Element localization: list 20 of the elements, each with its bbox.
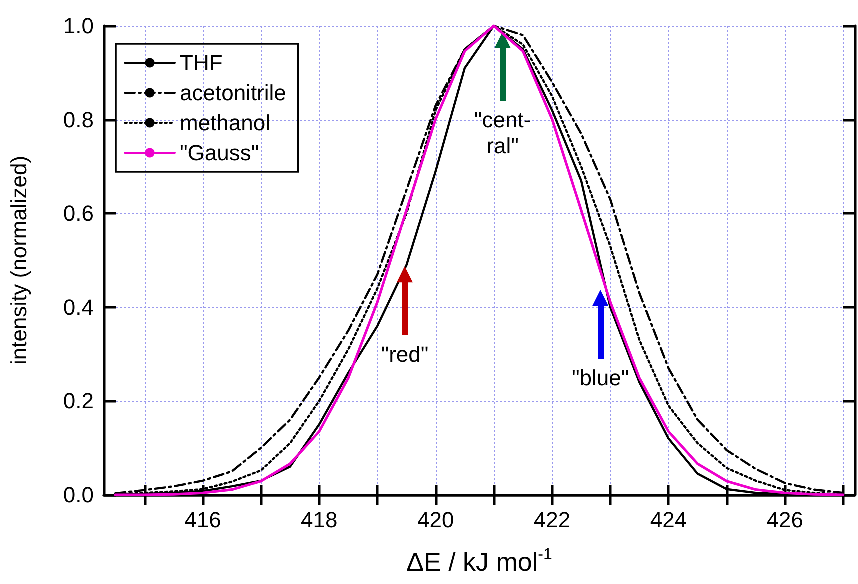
y-axis-title: intensity (normalized) (6, 156, 32, 366)
y-tick-label: 1.0 (63, 14, 94, 38)
legend-label: methanol (180, 110, 271, 136)
x-tick-label: 418 (301, 508, 338, 532)
y-tick-label: 0.2 (63, 388, 94, 414)
annotation: "blue" (572, 365, 630, 390)
x-tick-label: 422 (534, 508, 571, 532)
x-tick-label: 416 (184, 508, 222, 532)
legend-label: "Gauss" (180, 140, 260, 166)
x-tick-label: 420 (417, 508, 454, 532)
y-tick-label: 0.8 (63, 107, 94, 132)
y-tick-label: 0.6 (63, 201, 94, 226)
x-tick-label: 424 (650, 508, 688, 532)
x-tick-label: 426 (766, 508, 804, 532)
y-tick-label: 0.4 (63, 294, 94, 320)
legend-label: THF (180, 50, 223, 76)
annotation: "cent- ral" (474, 108, 532, 159)
legend-label: acetonitrile (180, 80, 286, 106)
annotation: "red" (381, 342, 429, 368)
y-tick-label: 0.0 (63, 482, 94, 508)
